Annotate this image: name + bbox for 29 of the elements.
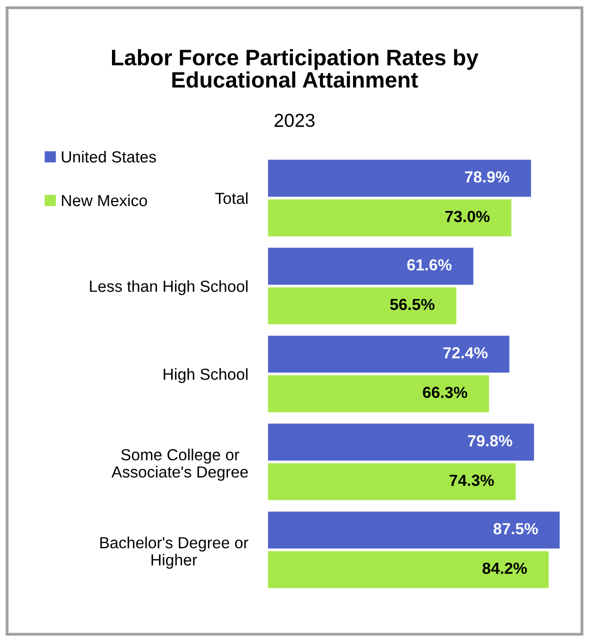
data-label: 61.6% [407, 259, 452, 271]
data-label: 56.5% [390, 298, 435, 310]
data-label: 74.3% [450, 474, 494, 486]
legend-label: New Mexico [62, 194, 147, 206]
bar [268, 512, 560, 549]
y-tick-label: Less than High School [90, 280, 248, 296]
legend-label: United States [62, 150, 156, 163]
bar [268, 199, 512, 236]
data-label: 66.3% [422, 386, 468, 398]
chart-subtitle: 2023 [274, 114, 315, 128]
data-label: 79.8% [468, 435, 512, 446]
data-label: 73.0% [445, 210, 490, 222]
bar [268, 160, 532, 197]
bar [268, 375, 490, 412]
y-tick-label: High School [164, 368, 248, 384]
data-label: 72.4% [443, 347, 488, 358]
data-label: 78.9% [465, 171, 510, 183]
data-label: 84.2% [482, 562, 527, 574]
bar [268, 551, 549, 588]
bar [268, 287, 456, 324]
bar [268, 463, 516, 500]
y-tick-label: Total [215, 192, 248, 204]
bar [268, 336, 510, 373]
y-tick-label: Bachelor's Degree or Higher [100, 536, 248, 569]
y-tick-label: Some College or Associate's Degree [111, 448, 248, 481]
bar [268, 424, 534, 461]
chart-title: Labor Force Participation Rates by Educational Attainment [112, 49, 478, 88]
bar [268, 248, 474, 285]
data-label: 87.5% [494, 523, 538, 534]
